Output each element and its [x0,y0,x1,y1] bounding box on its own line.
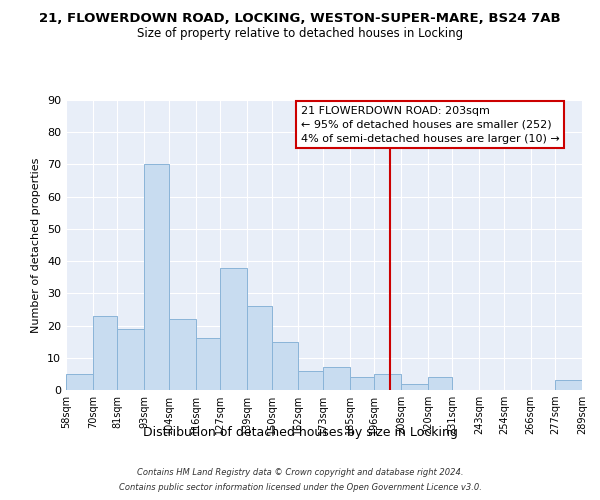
Bar [169,319,196,390]
Bar [66,374,93,390]
Text: 21, FLOWERDOWN ROAD, LOCKING, WESTON-SUPER-MARE, BS24 7AB: 21, FLOWERDOWN ROAD, LOCKING, WESTON-SUP… [39,12,561,26]
Bar [555,380,582,390]
Bar [93,316,118,390]
Text: 21 FLOWERDOWN ROAD: 203sqm
← 95% of detached houses are smaller (252)
4% of semi: 21 FLOWERDOWN ROAD: 203sqm ← 95% of deta… [301,106,560,144]
Bar [144,164,169,390]
Y-axis label: Number of detached properties: Number of detached properties [31,158,41,332]
Text: Distribution of detached houses by size in Locking: Distribution of detached houses by size … [143,426,457,439]
Bar [272,342,298,390]
Text: Contains public sector information licensed under the Open Government Licence v3: Contains public sector information licen… [119,483,481,492]
Bar [401,384,428,390]
Bar [247,306,272,390]
Bar [298,370,323,390]
Bar [350,377,374,390]
Bar [118,329,144,390]
Bar [374,374,401,390]
Text: Contains HM Land Registry data © Crown copyright and database right 2024.: Contains HM Land Registry data © Crown c… [137,468,463,477]
Bar [323,368,350,390]
Bar [196,338,220,390]
Text: Size of property relative to detached houses in Locking: Size of property relative to detached ho… [137,28,463,40]
Bar [220,268,247,390]
Bar [428,377,452,390]
